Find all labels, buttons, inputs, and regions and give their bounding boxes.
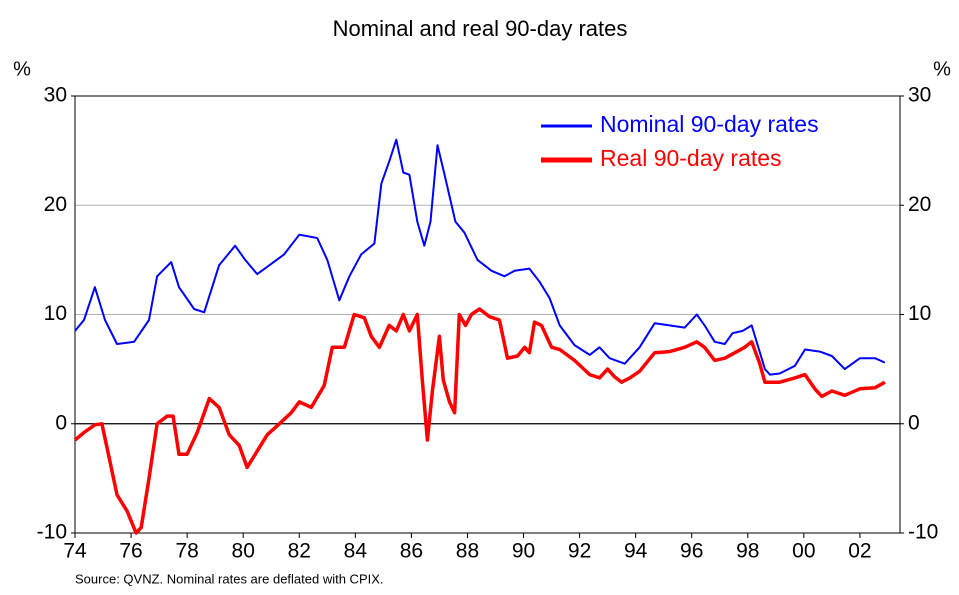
y2-axis-label: % — [933, 58, 951, 80]
x-tick-label: 94 — [624, 540, 648, 563]
series-line — [73, 307, 886, 535]
y2-tick-label: 30 — [908, 84, 931, 107]
x-tick-label: 90 — [512, 540, 535, 563]
source-note: Source: QVNZ. Nominal rates are deflated… — [75, 571, 384, 586]
y2-tick-label: 20 — [908, 193, 931, 216]
y-axis-label: % — [13, 58, 31, 80]
y-tick-label: -10 — [37, 521, 67, 544]
y-tick-label: 20 — [44, 193, 67, 216]
series-line — [74, 138, 886, 376]
y-tick-label: 0 — [55, 411, 67, 434]
chart-title: Nominal and real 90-day rates — [333, 16, 628, 41]
y2-tick-label: 10 — [908, 302, 931, 325]
x-tick-label: 92 — [568, 540, 591, 563]
x-tick-label: 84 — [344, 540, 368, 563]
x-tick-label: 76 — [119, 540, 142, 563]
legend-label: Real 90-day rates — [600, 145, 782, 171]
y-tick-label: 10 — [44, 302, 67, 325]
x-tick-label: 80 — [232, 540, 255, 563]
y2-tick-label: 0 — [908, 411, 920, 434]
legend-label: Nominal 90-day rates — [600, 111, 819, 137]
x-tick-label: 82 — [288, 540, 311, 563]
x-tick-label: 74 — [63, 540, 87, 563]
x-tick-label: 00 — [792, 540, 815, 563]
x-tick-label: 02 — [848, 540, 871, 563]
plot-border — [74, 95, 901, 534]
x-tick-label: 86 — [400, 540, 423, 563]
x-tick-label: 98 — [736, 540, 759, 563]
y-tick-label: 30 — [44, 84, 67, 107]
x-tick-label: 78 — [175, 540, 198, 563]
x-tick-label: 88 — [456, 540, 479, 563]
y2-tick-label: -10 — [908, 521, 938, 544]
x-tick-label: 96 — [680, 540, 703, 563]
